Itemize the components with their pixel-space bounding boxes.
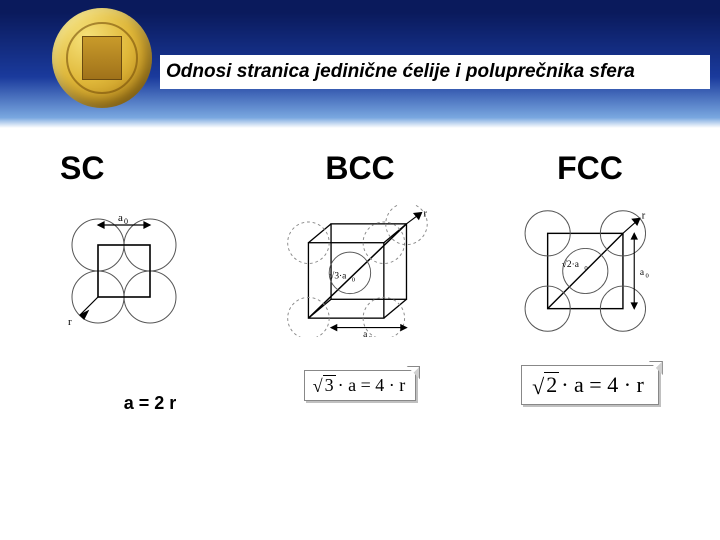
heading-fcc: FCC — [557, 150, 623, 187]
svg-text:r: r — [423, 208, 427, 219]
svg-text:a: a — [640, 268, 645, 278]
sqrt-arg: 3 — [323, 375, 336, 396]
heading-sc: SC — [60, 150, 104, 187]
svg-text:√2·a: √2·a — [562, 259, 580, 270]
svg-text:0: 0 — [369, 335, 373, 337]
fold-corner-icon — [649, 361, 663, 375]
formula-bcc-box: √ 3 · a = 4 · r — [304, 370, 417, 401]
heading-bcc: BCC — [325, 150, 394, 187]
columns: SC a 0 — [0, 140, 720, 423]
formula-bcc: √ 3 · a = 4 · r — [304, 365, 417, 405]
column-sc: SC a 0 — [20, 140, 240, 423]
page-title: Odnosi stranica jedinične ćelije i polup… — [166, 61, 635, 83]
coin-emblem — [82, 36, 122, 80]
formula-fcc: √ 2 · a = 4 · r — [521, 365, 659, 405]
header-band: Odnosi stranica jedinične ćelije i polup… — [0, 0, 720, 128]
formula-sc-text: a = 2 r — [124, 393, 177, 414]
label-a0: a — [118, 212, 123, 224]
sqrt-arg: 2 — [544, 372, 559, 397]
title-container: Odnosi stranica jedinične ćelije i polup… — [160, 55, 710, 89]
diagram-fcc: r √2·a 0 a 0 — [510, 205, 670, 335]
svg-text:r: r — [68, 316, 72, 328]
sqrt-icon: √ 3 — [313, 375, 336, 396]
coin-medallion — [52, 8, 152, 108]
diagram-bcc: r √3·a 0 a 0 — [280, 205, 440, 335]
formula-fcc-box: √ 2 · a = 4 · r — [521, 365, 659, 405]
sqrt-icon: √ 2 — [532, 372, 559, 397]
fold-corner-icon — [406, 366, 420, 380]
formula-bcc-rhs: · a = 4 · r — [338, 375, 406, 396]
svg-text:r: r — [642, 210, 646, 221]
column-bcc: BCC — [250, 140, 470, 423]
formula-fcc-rhs: · a = 4 · r — [561, 372, 644, 398]
diagram-sc: a 0 r — [50, 205, 210, 335]
svg-text:0: 0 — [124, 217, 128, 226]
svg-text:√3·a: √3·a — [329, 271, 347, 282]
svg-text:0: 0 — [352, 276, 356, 283]
svg-text:0: 0 — [646, 273, 650, 280]
formula-sc: a = 2 r — [124, 383, 177, 423]
column-fcc: FCC r — [480, 140, 700, 423]
